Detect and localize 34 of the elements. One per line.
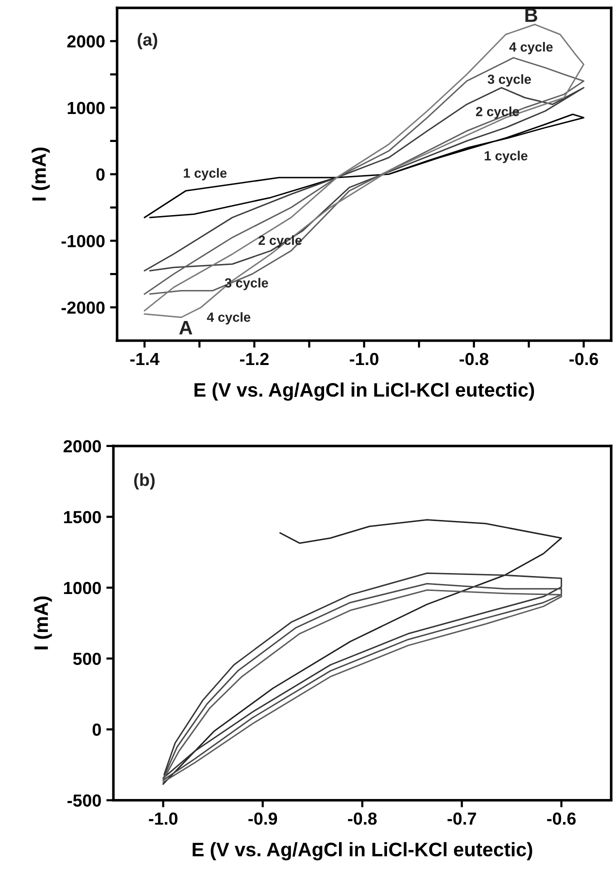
x-tick-label: -1.0 [148, 812, 178, 825]
x-tick-label: -0.7 [448, 812, 476, 825]
annotation: 1 cycle [184, 168, 227, 180]
y-tick-label: 2000 [64, 440, 101, 452]
x-tick-label: -1.0 [350, 352, 378, 366]
x-tick-label: -0.9 [248, 812, 278, 825]
y-tick-label: -2000 [62, 301, 105, 314]
y-tick-label: 1500 [64, 510, 101, 524]
x-tick-label: -1.4 [130, 353, 160, 365]
x-axis-title: E (V vs. Ag/AgCl in LiCl-KCl eutectic) [192, 842, 532, 860]
x-tick-label: -0.6 [547, 812, 576, 825]
y-tick-label: -1000 [62, 234, 105, 248]
y-tick-label: 1000 [68, 102, 105, 114]
y-tick-label: 1000 [64, 582, 101, 594]
annotation: 4 cycle [509, 42, 553, 54]
x-tick-label: -0.6 [569, 352, 598, 366]
annotation: 4 cycle [206, 312, 250, 324]
annotation: 1 cycle [484, 150, 528, 164]
annotation: (b) [134, 473, 155, 490]
y-tick-label: 2000 [67, 35, 105, 48]
annotation: 3 cycle [488, 74, 531, 87]
x-axis-title: E (V vs. Ag/AgCl in LiCl-KCl eutectic) [194, 382, 534, 401]
y-axis-title: I (mA) [32, 148, 50, 200]
y-tick-label: 0 [96, 168, 105, 181]
y-axis-title: I (mA) [34, 596, 52, 650]
annotation: B [525, 8, 538, 22]
annotation: A [179, 320, 192, 334]
x-tick-label: -0.8 [460, 352, 488, 366]
x-tick-label: -0.8 [348, 812, 377, 825]
y-tick-label: 500 [73, 652, 101, 665]
y-tick-label: -500 [68, 794, 101, 807]
y-tick-label: 0 [92, 724, 101, 736]
x-tick-label: -1.2 [240, 352, 269, 365]
annotation: (a) [138, 33, 158, 50]
